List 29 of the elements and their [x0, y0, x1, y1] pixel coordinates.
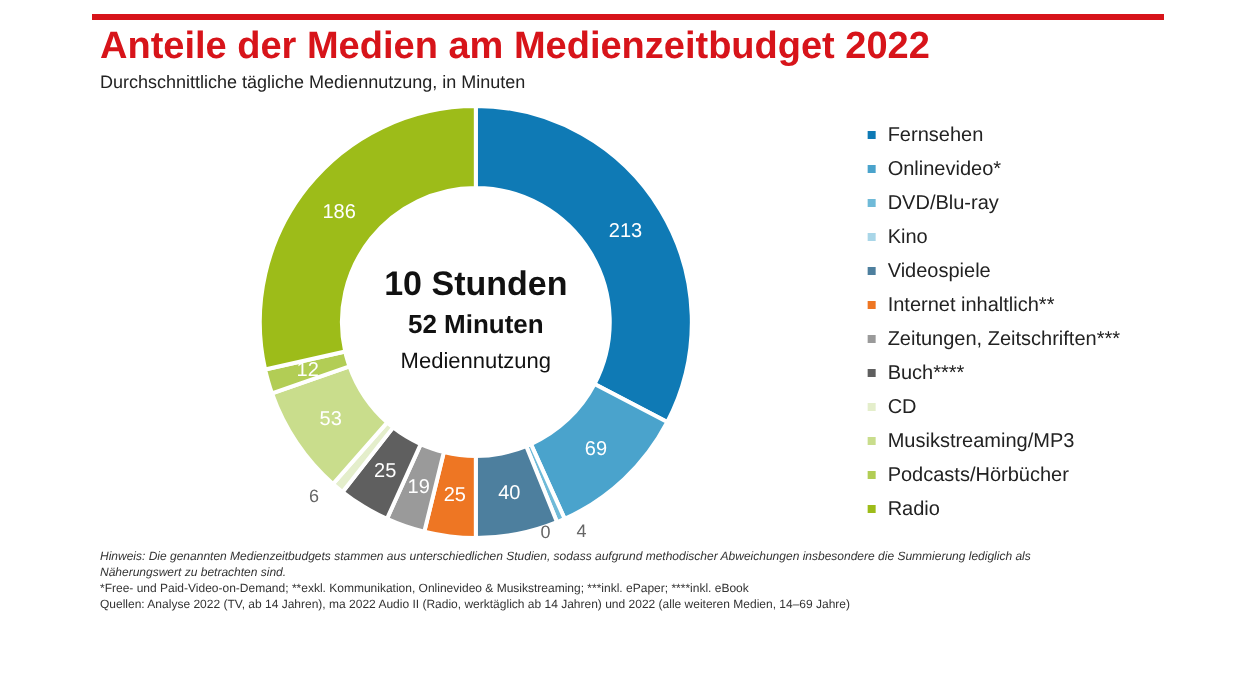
legend-label: Zeitungen, Zeitschriften*** — [887, 328, 1121, 351]
legend-label: DVD/Blu-ray — [887, 192, 999, 215]
data-label: 4 — [576, 520, 587, 541]
text: Mediennutzung — [400, 350, 552, 375]
legend-label: Podcasts/Hörbücher — [887, 464, 1071, 487]
text: 52 Minuten — [407, 309, 544, 340]
data-label: 25 — [443, 485, 467, 508]
legend-label: Fernsehen — [887, 124, 984, 147]
data-label: 186 — [322, 202, 357, 225]
data-label: 213 — [608, 220, 644, 243]
chart-title: Anteile der Medien am Medienzeitbudget 2022 — [100, 26, 930, 70]
data-label: 69 — [584, 438, 608, 461]
data-label: 19 — [407, 476, 431, 499]
chart-subtitle: Durchschnittliche tägliche Mediennutzung, in Minuten — [100, 72, 526, 92]
legend-label: Musikstreaming/MP3 — [887, 430, 1076, 453]
legend-label: Internet inhaltlich** — [887, 294, 1055, 317]
text: 0 — [540, 522, 551, 543]
legend-label: Radio — [887, 498, 941, 521]
data-label: 40 — [498, 483, 522, 506]
legend-label: Kino — [887, 226, 929, 249]
legend-label: Onlinevideo* — [887, 158, 1002, 181]
data-label: 53 — [319, 409, 343, 432]
legend-label: CD — [887, 396, 917, 419]
legend-label: Buch**** — [887, 362, 965, 385]
text: 10 Stunden — [384, 265, 568, 304]
data-label: 12 — [296, 359, 320, 382]
data-label: 25 — [374, 461, 398, 484]
data-label: 6 — [309, 486, 320, 507]
legend-label: Videospiele — [887, 260, 992, 283]
